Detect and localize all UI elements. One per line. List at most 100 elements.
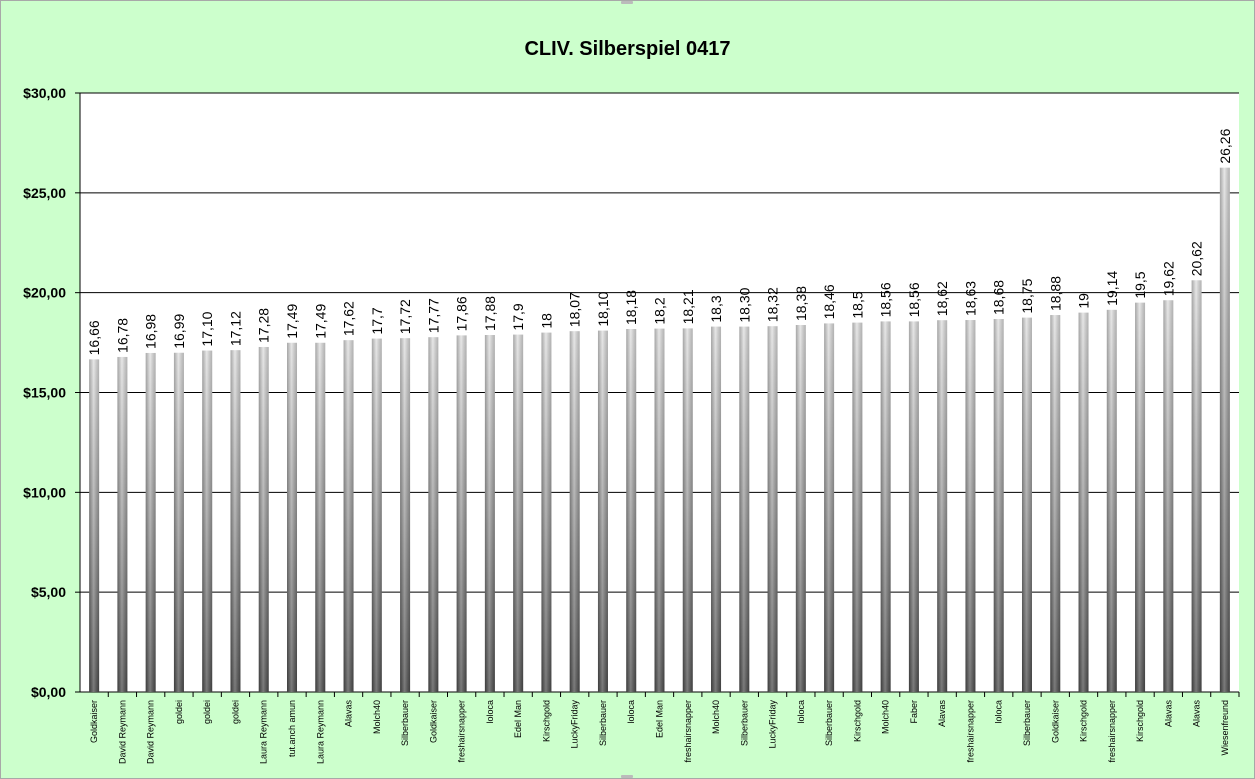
bar-shading [739, 326, 750, 692]
category-label: Faber [909, 700, 919, 724]
chart-title: CLIV. Silberspiel 0417 [524, 38, 731, 60]
data-label: 16,66 [86, 320, 102, 355]
bar-shading [343, 340, 354, 692]
category-label: Goldkaiser [428, 700, 438, 743]
category-label: Silberbauer [739, 700, 749, 746]
category-label: Goldkaiser [1050, 700, 1060, 743]
bar-shading [1078, 312, 1089, 692]
data-label: 18,38 [793, 286, 809, 321]
bar-shading [400, 338, 411, 692]
data-label: 18,56 [906, 282, 922, 317]
data-label: 17,62 [341, 301, 357, 336]
category-label: Silberbauer [400, 700, 410, 746]
bar-shading [315, 342, 326, 692]
category-label: Molch40 [372, 700, 382, 734]
data-label: 20,62 [1189, 241, 1205, 276]
data-label: 18,75 [1019, 278, 1035, 313]
bar-shading [993, 319, 1004, 692]
data-label: 18,10 [595, 291, 611, 326]
bar-shading [173, 352, 184, 692]
bar-shading [541, 332, 552, 692]
data-label: 16,99 [171, 314, 187, 349]
y-tick-label: $10,00 [23, 484, 66, 500]
bar-shading [880, 321, 891, 692]
category-label: goldei [174, 700, 184, 724]
resize-handle-bottom[interactable] [621, 775, 633, 778]
bar-shading [1106, 309, 1117, 692]
data-label: 17,10 [199, 311, 215, 346]
data-label: 17,86 [454, 296, 470, 331]
bar-shading [626, 329, 637, 692]
bar-shading [597, 330, 608, 692]
data-label: 16,78 [114, 318, 130, 353]
bar-shading [711, 326, 722, 692]
data-label: 18,30 [736, 287, 752, 322]
category-label: loloca [796, 700, 806, 724]
data-label: 18,3 [708, 295, 724, 322]
category-label: Laura Reymann [315, 700, 325, 764]
bar-shading [484, 334, 495, 692]
category-label: Kirschgold [541, 700, 551, 742]
data-label: 17,88 [482, 296, 498, 331]
y-tick-label: $30,00 [23, 85, 66, 101]
resize-handle-top[interactable] [621, 1, 633, 4]
data-label: 17,72 [397, 299, 413, 334]
category-label: Alavas [344, 700, 354, 728]
data-label: 19,5 [1132, 271, 1148, 298]
bar-shading [428, 337, 439, 692]
data-label: 17,9 [510, 303, 526, 330]
bar-shading [371, 338, 382, 692]
category-label: loloca [626, 700, 636, 724]
data-label: 18,62 [934, 281, 950, 316]
data-label: 18,32 [765, 287, 781, 322]
category-label: Kirschgold [1079, 700, 1089, 742]
bar-shading [767, 326, 778, 692]
bar-shading [908, 321, 919, 692]
category-label: loloca [994, 700, 1004, 724]
bar-shading [1021, 317, 1032, 692]
bar-shading [287, 342, 298, 692]
category-label: Edel Man [513, 700, 523, 738]
data-label: 17,77 [425, 298, 441, 333]
y-tick-label: $0,00 [31, 684, 66, 700]
category-label: LuckyFriday [570, 700, 580, 749]
data-label: 17,7 [369, 307, 385, 334]
y-tick-label: $15,00 [23, 385, 66, 401]
category-label: Kirschgold [852, 700, 862, 742]
data-label: 18,21 [680, 289, 696, 324]
category-label: freshairsnapper [1107, 700, 1117, 763]
bar-shading [258, 346, 269, 692]
bar-shading [937, 320, 948, 692]
data-label: 19,14 [1104, 271, 1120, 306]
data-label: 18,88 [1047, 276, 1063, 311]
data-label: 18,46 [821, 284, 837, 319]
data-label: 17,28 [256, 308, 272, 343]
category-label: Edel Man [655, 700, 665, 738]
data-label: 26,26 [1217, 128, 1233, 163]
y-tick-label: $20,00 [23, 285, 66, 301]
data-label: 18,2 [652, 297, 668, 324]
bar-shading [145, 352, 156, 692]
bar-shading [654, 328, 665, 692]
y-tick-label: $25,00 [23, 185, 66, 201]
bar-shading [824, 323, 835, 692]
data-label: 19,62 [1160, 261, 1176, 296]
bar-shading [682, 328, 693, 692]
bar-shading [852, 322, 863, 692]
category-label: Kirschgold [1135, 700, 1145, 742]
category-label: Wiesenfreund [1220, 700, 1230, 756]
category-label: David Reymann [117, 700, 127, 764]
bar-shading [569, 331, 580, 692]
category-label: Molch40 [711, 700, 721, 734]
bar-shading [795, 325, 806, 692]
data-label: 18 [538, 313, 554, 329]
category-label: goldei [202, 700, 212, 724]
category-label: tut.anch amun [287, 700, 297, 757]
bar-shading [1135, 302, 1146, 692]
data-label: 19 [1076, 293, 1092, 309]
category-label: Alavas [937, 700, 947, 728]
bar-shading [230, 350, 241, 692]
bar-shading [1219, 167, 1230, 692]
category-label: Alavas [1163, 700, 1173, 728]
